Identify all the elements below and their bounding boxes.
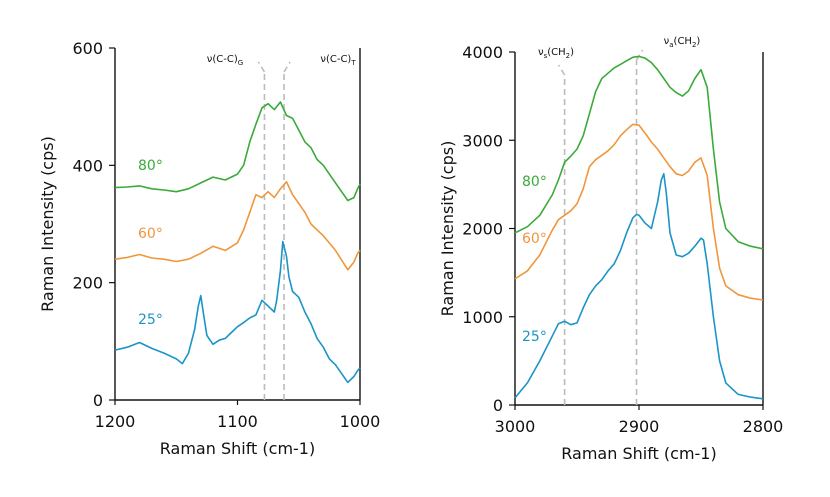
y-tick-label: 3000 [462, 131, 503, 150]
y-tick-label: 0 [93, 391, 103, 410]
reference-label-sub: T [350, 59, 356, 67]
series-line-1 [114, 181, 361, 271]
series-line-0 [514, 55, 764, 250]
x-tick-label: 3000 [495, 417, 536, 436]
reference-line-label: νs(CH2) [538, 47, 574, 60]
y-tick-label: 0 [493, 396, 503, 415]
reference-line-label: ν(C-C)T [320, 54, 356, 67]
series-label: 80° [522, 174, 547, 190]
y-axis-label: Raman Intensity (cps) [438, 141, 457, 317]
reference-line-label: ν(C-C)G [207, 54, 243, 67]
series-label: 25° [138, 312, 163, 328]
reference-label-suffix: (CH [674, 36, 692, 47]
x-tick-label: 1200 [95, 412, 136, 431]
series-line-2 [514, 173, 764, 400]
reference-line-leader [557, 64, 566, 76]
series-label: 80° [138, 158, 163, 174]
series-label: 60° [522, 231, 547, 247]
reference-label-sub2: 2 [566, 52, 570, 60]
series-line-1 [514, 123, 764, 301]
series-label: 25° [522, 329, 547, 345]
x-axis-label: Raman Shift (cm-1) [160, 439, 315, 458]
reference-line-label: νa(CH2) [664, 36, 701, 49]
x-tick-label: 2800 [743, 417, 784, 436]
reference-label-sub: s [544, 52, 548, 60]
reference-line-leader [635, 49, 644, 61]
series-line-2 [114, 240, 361, 384]
reference-line-leader [283, 61, 291, 73]
reference-label-suffix: (CH [547, 47, 565, 58]
y-tick-label: 1000 [462, 308, 503, 327]
reference-label-end: ) [570, 47, 574, 58]
y-tick-label: 4000 [462, 43, 503, 62]
reference-label-end: ) [696, 36, 700, 47]
y-tick-label: 600 [72, 39, 103, 58]
reference-label-main: ν(C-C) [207, 54, 238, 65]
reference-label-main: ν(C-C) [320, 54, 351, 65]
reference-label-main: ν [538, 47, 544, 58]
x-axis-label: Raman Shift (cm-1) [561, 444, 716, 463]
reference-label-sub2: 2 [692, 41, 696, 49]
series-label: 60° [138, 226, 163, 242]
y-axis-label: Raman Intensity (cps) [38, 136, 57, 312]
y-tick-label: 200 [72, 274, 103, 293]
reference-label-sub: G [238, 59, 243, 67]
series-line-0 [114, 101, 361, 202]
x-tick-label: 1100 [217, 412, 258, 431]
x-tick-label: 1000 [340, 412, 381, 431]
reference-label-sub: a [669, 41, 673, 49]
y-tick-label: 2000 [462, 220, 503, 239]
reference-label-main: ν [664, 36, 670, 47]
y-tick-label: 400 [72, 156, 103, 175]
reference-line-leader [257, 61, 266, 73]
x-tick-label: 2900 [619, 417, 660, 436]
